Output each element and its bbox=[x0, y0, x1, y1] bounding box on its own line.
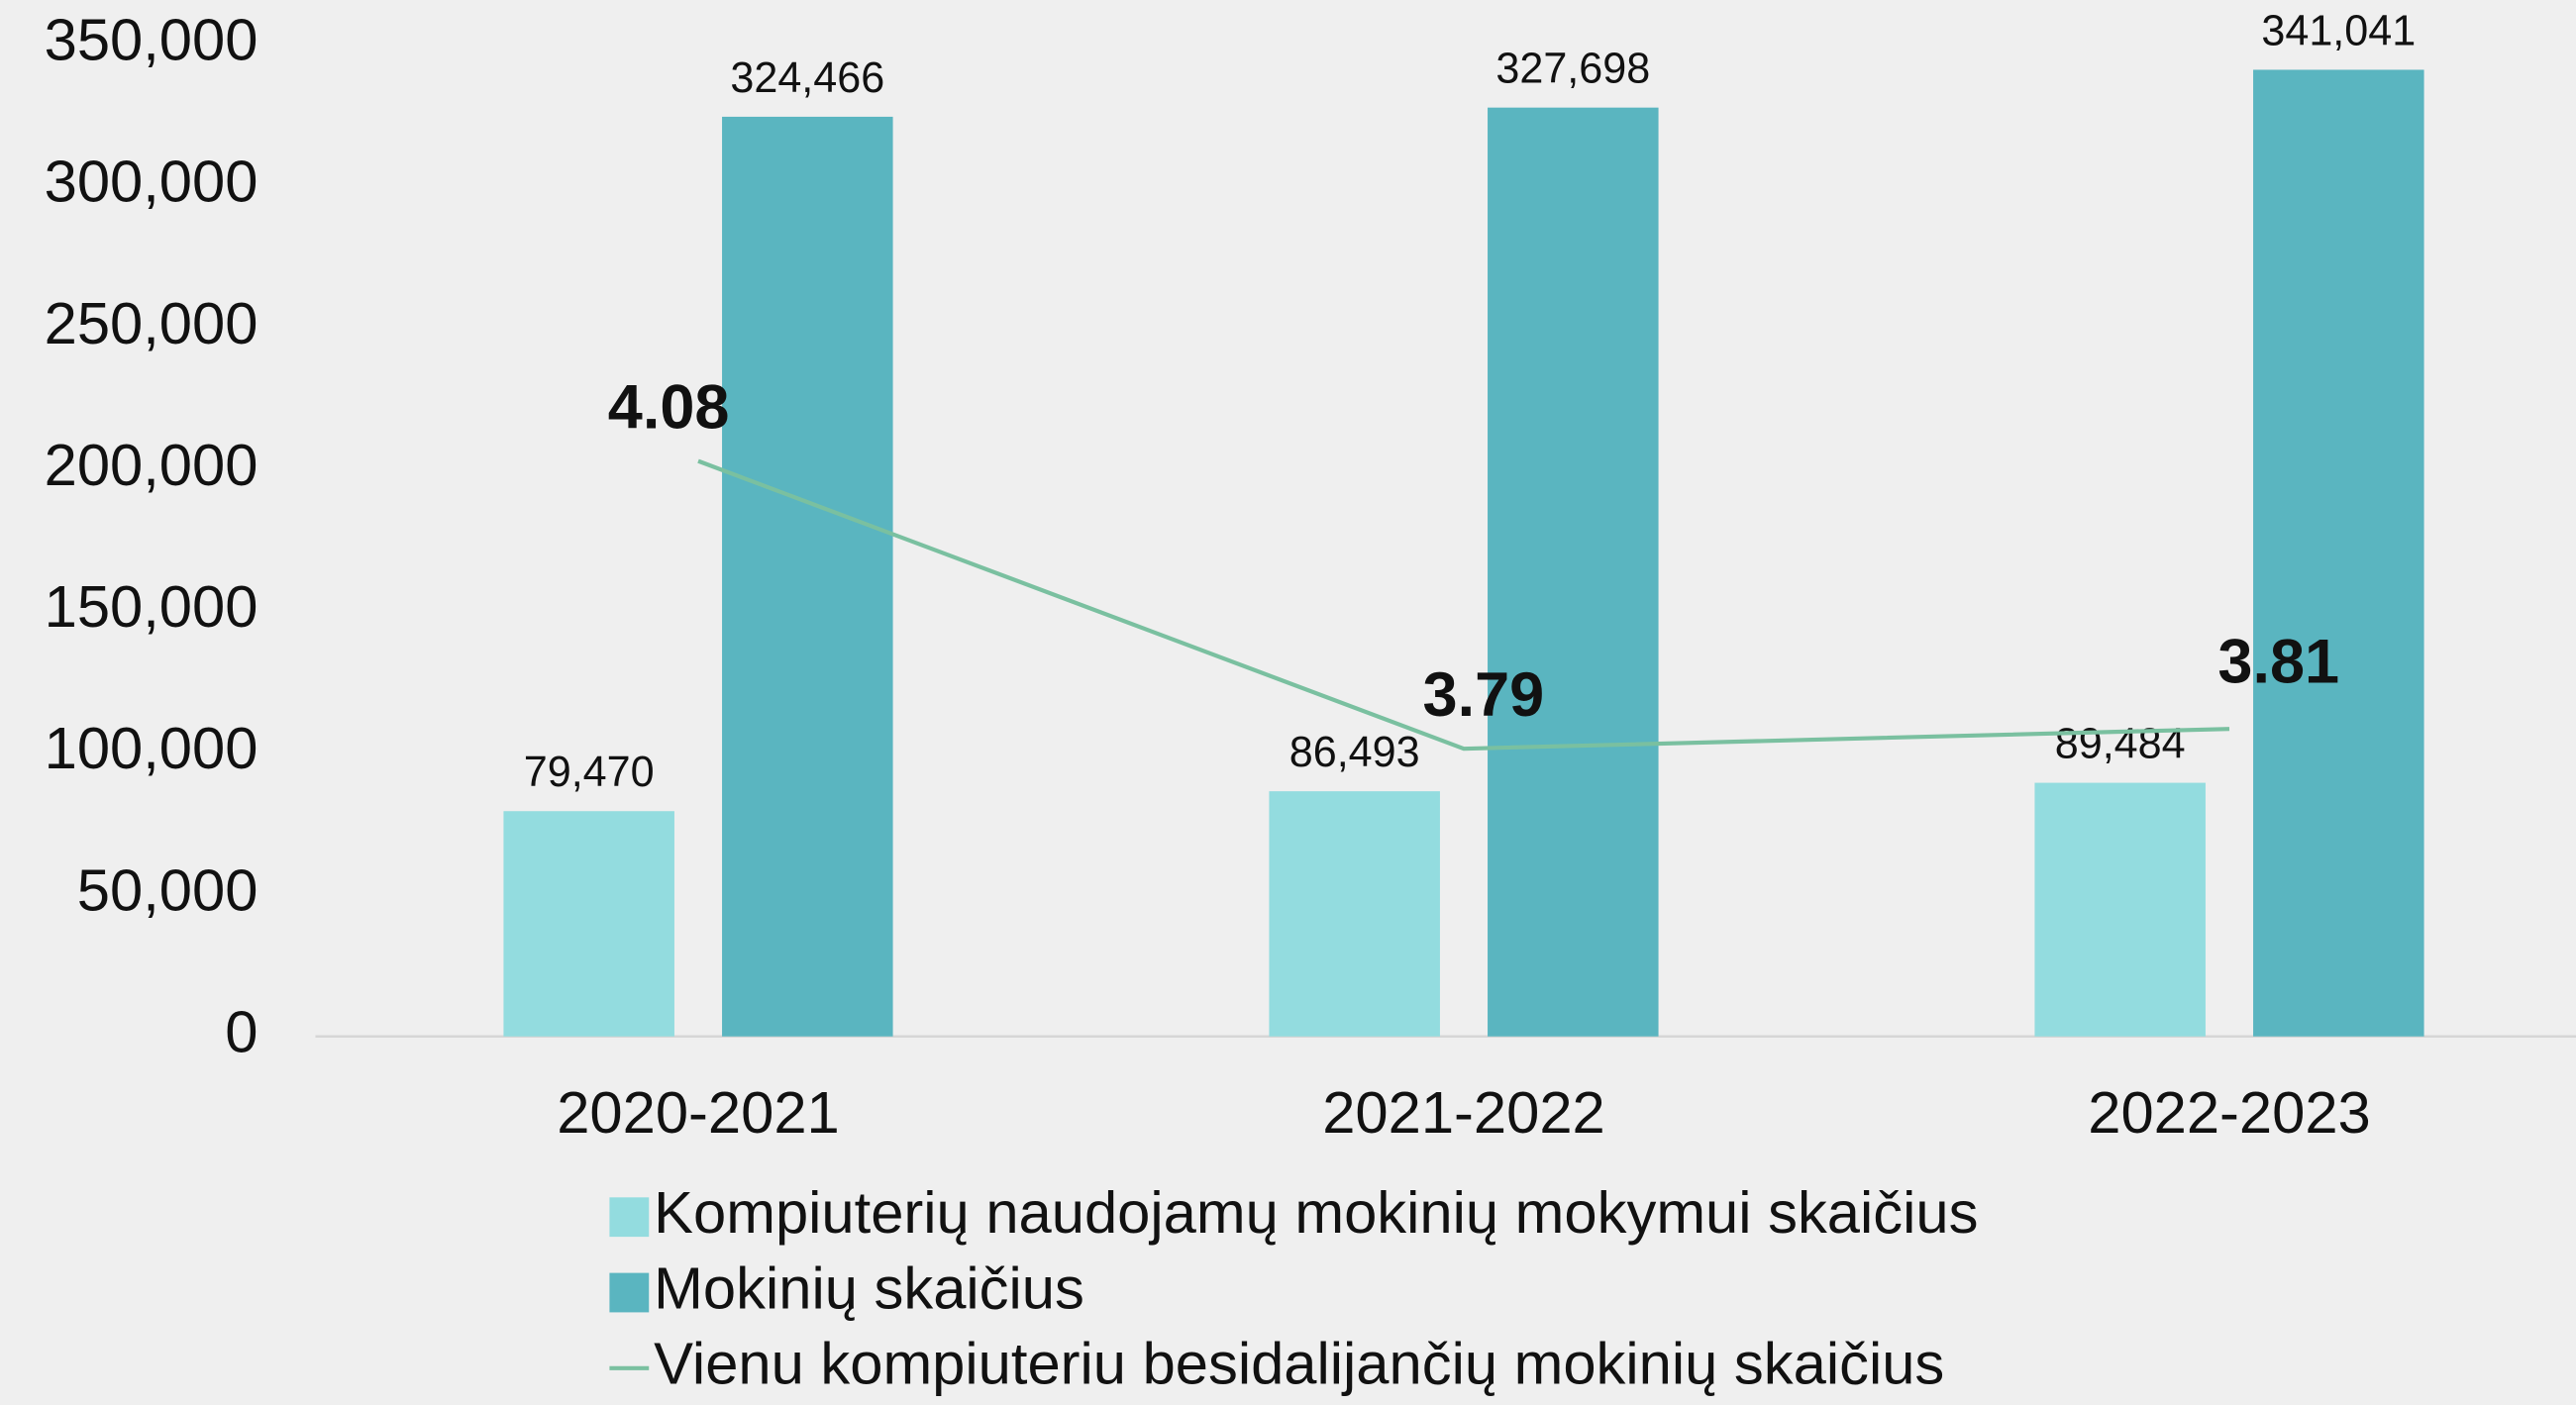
bar bbox=[1488, 107, 1659, 1037]
bar-value-label: 86,493 bbox=[1289, 729, 1420, 776]
line-label: 3.79 bbox=[1423, 660, 1545, 730]
line-label: 4.08 bbox=[608, 373, 730, 443]
y-tick-label: 100,000 bbox=[45, 715, 258, 781]
x-tick-label: 2022-2023 bbox=[2088, 1079, 2371, 1146]
y-tick-label: 0 bbox=[225, 998, 258, 1064]
y-tick-label: 250,000 bbox=[45, 290, 258, 356]
y-tick-label: 350,000 bbox=[45, 7, 258, 73]
y-tick-label: 300,000 bbox=[45, 149, 258, 215]
bar-value-label: 79,470 bbox=[524, 749, 655, 796]
y-tick-label: 150,000 bbox=[45, 573, 258, 640]
y-tick-label: 50,000 bbox=[77, 856, 258, 923]
x-tick-label: 2020-2021 bbox=[557, 1079, 840, 1146]
bar bbox=[1269, 791, 1440, 1037]
x-tick-label: 2021-2022 bbox=[1322, 1079, 1605, 1146]
line-label: 3.81 bbox=[2217, 628, 2339, 697]
legend-swatch bbox=[609, 1272, 650, 1313]
y-tick-label: 200,000 bbox=[45, 432, 258, 498]
bar-value-label: 327,698 bbox=[1495, 46, 1650, 93]
legend-label: Vienu kompiuteriu besidalijančių mokinių… bbox=[654, 1331, 1944, 1397]
legend-swatch bbox=[609, 1197, 650, 1238]
bar bbox=[2253, 69, 2424, 1037]
bar bbox=[722, 116, 893, 1037]
bar bbox=[2034, 782, 2206, 1037]
legend-label: Kompiuterių naudojamų mokinių mokymui sk… bbox=[654, 1179, 1978, 1246]
bar-value-label: 324,466 bbox=[730, 54, 884, 102]
legend-label: Mokinių skaičius bbox=[654, 1254, 1084, 1321]
bar-value-label: 341,041 bbox=[2261, 7, 2416, 54]
bar bbox=[503, 811, 674, 1037]
line bbox=[697, 458, 2230, 752]
bar-value-label: 89,484 bbox=[2055, 720, 2186, 767]
